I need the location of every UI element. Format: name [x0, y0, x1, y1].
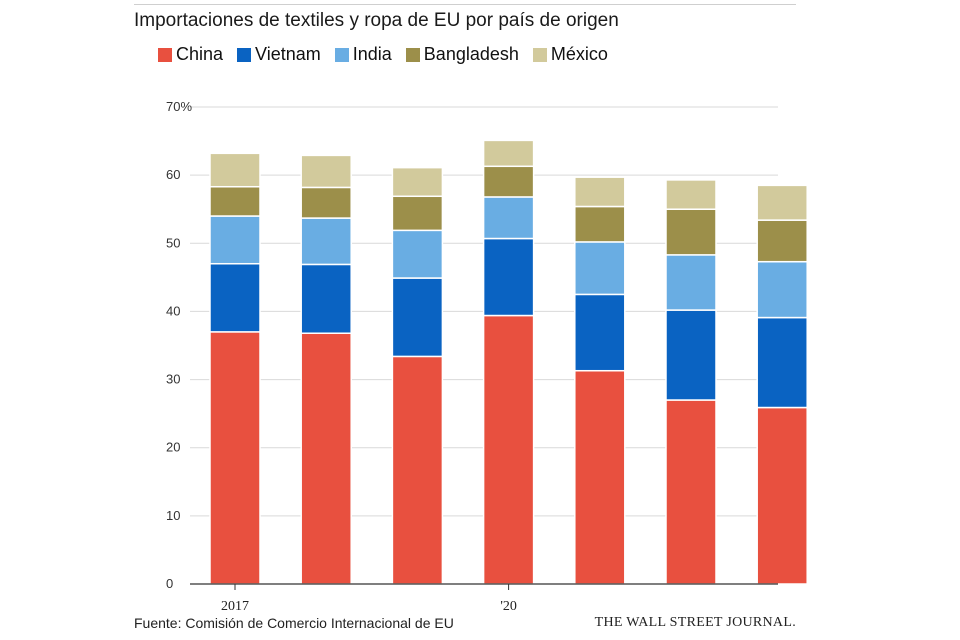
legend-swatch-bangladesh [405, 47, 420, 62]
bar-segment-india-2020 [482, 196, 535, 240]
legend-swatch-vietnam [237, 47, 252, 62]
bar-segment-china-2018 [300, 332, 352, 585]
y-tick-label-0: 0 [166, 576, 173, 591]
bar-segment-vietnam-2023 [756, 316, 808, 409]
bar-segment-china-2019 [391, 355, 444, 585]
bar-segment-mxico-2019 [391, 166, 444, 198]
bar-segment-mxico-2018 [300, 154, 352, 189]
legend-label-vietnam: Vietnam [255, 44, 321, 64]
legend-label-china: China [176, 44, 224, 64]
chart-title: Importaciones de textiles y ropa de EU p… [134, 10, 619, 31]
legend-label-mexico: México [550, 44, 608, 64]
bar-segment-vietnam-2022 [665, 309, 717, 401]
y-tick-label-60: 60 [166, 167, 180, 182]
legend-swatch-mexico [532, 47, 547, 62]
bar-segment-bangladesh-2018 [300, 186, 352, 219]
bar-segment-india-2018 [300, 217, 352, 266]
legend: China Vietnam India Bangladesh México [158, 44, 608, 65]
bar-segment-vietnam-2021 [574, 293, 626, 372]
source-note: Fuente: Comisión de Comercio Internacion… [134, 615, 454, 631]
top-rule [134, 4, 796, 5]
legend-item-china: China [158, 44, 223, 65]
y-tick-label-40: 40 [166, 303, 180, 318]
bar-segment-mxico-2021 [574, 176, 626, 208]
legend-item-vietnam: Vietnam [237, 44, 321, 65]
legend-item-india: India [334, 44, 392, 65]
bar-segment-bangladesh-2017 [209, 185, 261, 217]
bar-segment-bangladesh-2023 [756, 219, 808, 263]
bar-segment-mxico-2020 [482, 139, 535, 168]
bar-segment-india-2017 [209, 215, 261, 265]
x-tick-label-2020: '20 [500, 599, 517, 614]
bar-segment-china-2021 [574, 369, 626, 585]
bar-segment-india-2019 [391, 229, 444, 279]
legend-item-bangladesh: Bangladesh [405, 44, 519, 65]
bar-segment-bangladesh-2020 [482, 165, 535, 198]
bar-segment-bangladesh-2019 [391, 195, 444, 232]
bar-segment-mxico-2023 [756, 184, 808, 221]
y-tick-label-10: 10 [166, 508, 180, 523]
publisher-credit: THE WALL STREET JOURNAL. [594, 615, 796, 630]
bar-segment-bangladesh-2022 [665, 208, 717, 256]
bar-segment-vietnam-2020 [482, 237, 535, 317]
legend-item-mexico: México [532, 44, 608, 65]
bar-segment-india-2021 [574, 241, 626, 296]
bar-segment-vietnam-2017 [209, 262, 261, 333]
legend-swatch-china [158, 47, 172, 62]
bar-segment-china-2023 [756, 406, 808, 585]
bar-segment-mxico-2017 [209, 152, 261, 188]
bar-segment-bangladesh-2021 [574, 205, 626, 243]
bar-segment-china-2017 [209, 331, 261, 585]
y-tick-label-70: 70% [166, 99, 192, 114]
legend-swatch-india [334, 47, 349, 62]
y-tick-label-20: 20 [166, 440, 180, 455]
bar-segment-vietnam-2019 [391, 277, 444, 358]
bar-segment-india-2023 [756, 260, 808, 319]
bar-segment-china-2022 [665, 399, 717, 585]
y-tick-label-50: 50 [166, 235, 180, 250]
bar-segment-mxico-2022 [665, 179, 717, 210]
bar-segment-vietnam-2018 [300, 263, 352, 334]
bar-segment-india-2022 [665, 254, 717, 311]
bar-segment-china-2020 [482, 314, 535, 585]
legend-label-bangladesh: Bangladesh [423, 44, 519, 64]
legend-label-india: India [352, 44, 392, 64]
x-tick-label-2017: 2017 [221, 599, 249, 614]
y-tick-label-30: 30 [166, 372, 180, 387]
